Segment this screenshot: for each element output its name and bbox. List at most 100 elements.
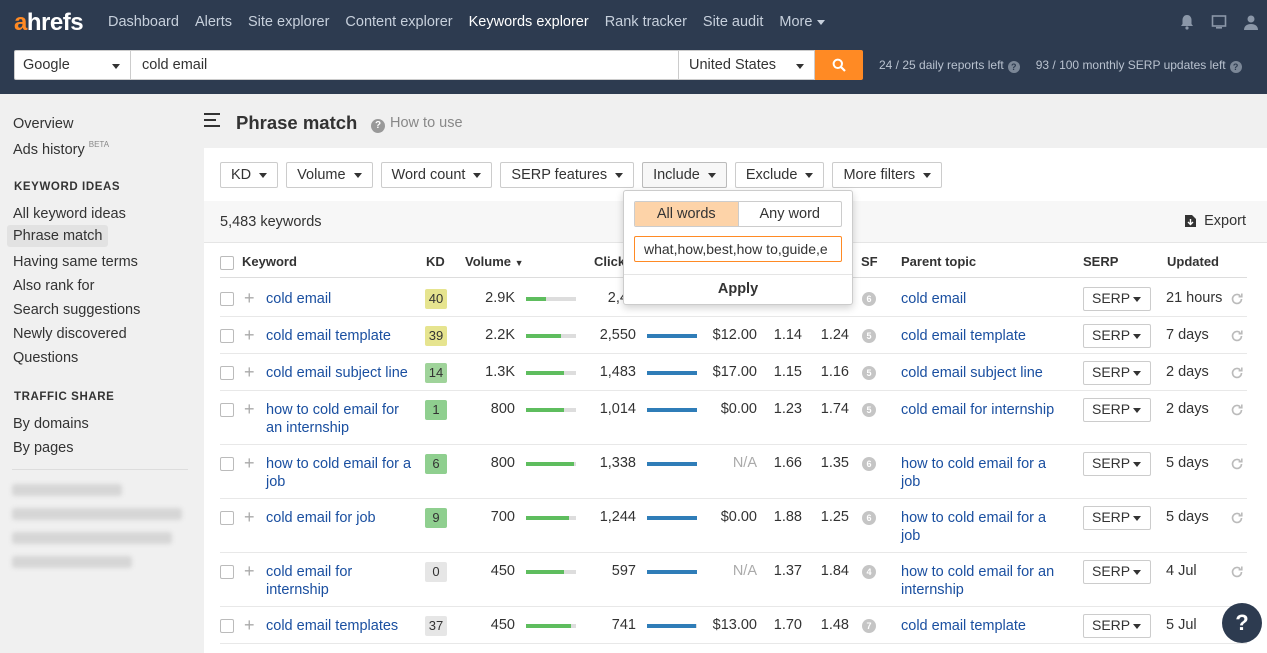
col-kd[interactable]: KD xyxy=(426,254,445,269)
parent-topic-link[interactable]: how to cold email for an internship xyxy=(901,564,1055,598)
add-icon[interactable]: + xyxy=(244,362,255,382)
row-checkbox[interactable] xyxy=(220,329,234,343)
keyword-link[interactable]: how to cold email for an internship xyxy=(266,402,399,436)
keyword-link[interactable]: how to cold email for a job xyxy=(266,456,412,490)
nav-dashboard[interactable]: Dashboard xyxy=(108,14,179,30)
row-checkbox[interactable] xyxy=(220,511,234,525)
parent-topic-link[interactable]: cold email xyxy=(901,291,967,307)
add-icon[interactable]: + xyxy=(244,453,255,473)
sidebar-item-phrase-match[interactable]: Phrase match xyxy=(7,225,109,247)
help-chat-button[interactable]: ? xyxy=(1222,603,1262,643)
parent-topic-link[interactable]: how to cold email for a job xyxy=(901,510,1047,544)
nav-content-explorer[interactable]: Content explorer xyxy=(345,14,453,30)
col-updated[interactable]: Updated xyxy=(1167,254,1219,269)
serp-features-count[interactable]: 4 xyxy=(862,565,876,579)
serp-button[interactable]: SERP xyxy=(1083,398,1151,422)
col-clicks[interactable]: Click xyxy=(594,254,626,269)
serp-button[interactable]: SERP xyxy=(1083,614,1151,638)
serp-features-count[interactable]: 7 xyxy=(862,619,876,633)
serp-features-count[interactable]: 5 xyxy=(862,329,876,343)
nav-site-explorer[interactable]: Site explorer xyxy=(248,14,330,30)
sidebar-item-all-keyword-ideas[interactable]: All keyword ideas xyxy=(13,206,126,222)
nav-alerts[interactable]: Alerts xyxy=(194,14,233,30)
parent-topic-link[interactable]: cold email subject line xyxy=(901,365,1043,381)
filter-include[interactable]: Include xyxy=(642,162,727,188)
filter-word-count[interactable]: Word count xyxy=(380,162,493,188)
refresh-icon[interactable] xyxy=(1230,511,1244,529)
col-volume[interactable]: Volume ▼ xyxy=(465,254,524,269)
nav-rank-tracker[interactable]: Rank tracker xyxy=(604,14,687,30)
parent-topic-link[interactable]: cold email template xyxy=(901,618,1026,634)
select-all-checkbox[interactable] xyxy=(220,256,234,270)
sidebar-item-search-suggestions[interactable]: Search suggestions xyxy=(13,302,141,318)
help-icon[interactable]: ? xyxy=(1007,61,1020,73)
filter-more[interactable]: More filters xyxy=(832,162,943,188)
col-keyword[interactable]: Keyword xyxy=(242,254,297,269)
col-sf[interactable]: SF xyxy=(861,254,878,269)
how-to-use-link[interactable]: ? How to use xyxy=(371,115,463,133)
apply-button[interactable]: Apply xyxy=(717,281,759,297)
sidebar-item-by-domains[interactable]: By domains xyxy=(13,416,89,432)
keyword-link[interactable]: cold email subject line xyxy=(266,365,408,381)
search-button[interactable] xyxy=(815,50,863,80)
serp-button[interactable]: SERP xyxy=(1083,506,1151,530)
sidebar-item-questions[interactable]: Questions xyxy=(13,350,79,366)
col-parent-topic[interactable]: Parent topic xyxy=(901,254,977,269)
refresh-icon[interactable] xyxy=(1230,329,1244,347)
filter-exclude[interactable]: Exclude xyxy=(734,162,825,188)
parent-topic-link[interactable]: cold email template xyxy=(901,328,1026,344)
monitor-icon[interactable] xyxy=(1209,12,1229,32)
row-checkbox[interactable] xyxy=(220,292,234,306)
serp-button[interactable]: SERP xyxy=(1083,452,1151,476)
serp-features-count[interactable]: 5 xyxy=(862,366,876,380)
sidebar-item-overview[interactable]: Overview xyxy=(13,116,74,132)
row-checkbox[interactable] xyxy=(220,565,234,579)
keyword-link[interactable]: cold email xyxy=(266,291,332,307)
serp-button[interactable]: SERP xyxy=(1083,324,1151,348)
refresh-icon[interactable] xyxy=(1230,457,1244,475)
keyword-link[interactable]: cold email templates xyxy=(266,618,399,634)
serp-button[interactable]: SERP xyxy=(1083,287,1151,311)
refresh-icon[interactable] xyxy=(1230,366,1244,384)
parent-topic-link[interactable]: how to cold email for a job xyxy=(901,456,1047,490)
sidebar-item-newly-discovered[interactable]: Newly discovered xyxy=(13,326,127,342)
refresh-icon[interactable] xyxy=(1230,292,1244,310)
include-terms-input[interactable]: what,how,best,how to,guide,e xyxy=(634,236,842,262)
search-engine-select[interactable]: Google xyxy=(14,50,131,80)
row-checkbox[interactable] xyxy=(220,403,234,417)
ahrefs-logo[interactable]: ahrefs xyxy=(14,9,84,36)
serp-button[interactable]: SERP xyxy=(1083,361,1151,385)
sidebar-item-by-pages[interactable]: By pages xyxy=(13,440,74,456)
row-checkbox[interactable] xyxy=(220,366,234,380)
add-icon[interactable]: + xyxy=(244,399,255,419)
help-icon[interactable]: ? xyxy=(1229,61,1242,73)
all-words-option[interactable]: All words xyxy=(635,202,738,226)
sidebar-item-ads-history[interactable]: Ads history BETA xyxy=(13,140,110,158)
serp-button[interactable]: SERP xyxy=(1083,560,1151,584)
export-button[interactable]: Export xyxy=(1184,213,1246,229)
nav-site-audit[interactable]: Site audit xyxy=(702,14,764,30)
filter-volume[interactable]: Volume xyxy=(286,162,373,188)
add-icon[interactable]: + xyxy=(244,561,255,581)
add-icon[interactable]: + xyxy=(244,507,255,527)
sidebar-item-also-rank-for[interactable]: Also rank for xyxy=(13,278,95,294)
refresh-icon[interactable] xyxy=(1230,403,1244,421)
parent-topic-link[interactable]: cold email for internship xyxy=(901,402,1055,418)
serp-features-count[interactable]: 6 xyxy=(862,457,876,471)
any-word-option[interactable]: Any word xyxy=(737,202,842,226)
keyword-search-input[interactable]: cold email xyxy=(131,50,679,80)
serp-features-count[interactable]: 5 xyxy=(862,403,876,417)
menu-icon[interactable] xyxy=(204,113,220,131)
filter-kd[interactable]: KD xyxy=(220,162,279,188)
country-select[interactable]: United States xyxy=(679,50,815,80)
add-icon[interactable]: + xyxy=(244,615,255,635)
keyword-link[interactable]: cold email for job xyxy=(266,510,376,526)
serp-features-count[interactable]: 6 xyxy=(862,511,876,525)
nav-more[interactable]: More xyxy=(779,14,826,30)
row-checkbox[interactable] xyxy=(220,619,234,633)
row-checkbox[interactable] xyxy=(220,457,234,471)
keyword-link[interactable]: cold email for internship xyxy=(266,564,353,598)
user-icon[interactable] xyxy=(1241,12,1261,32)
add-icon[interactable]: + xyxy=(244,325,255,345)
filter-serp-features[interactable]: SERP features xyxy=(500,162,635,188)
